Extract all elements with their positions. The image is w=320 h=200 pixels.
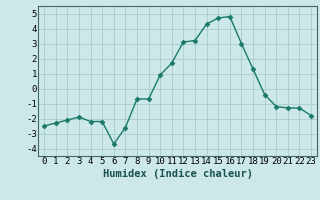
X-axis label: Humidex (Indice chaleur): Humidex (Indice chaleur) bbox=[103, 169, 252, 179]
